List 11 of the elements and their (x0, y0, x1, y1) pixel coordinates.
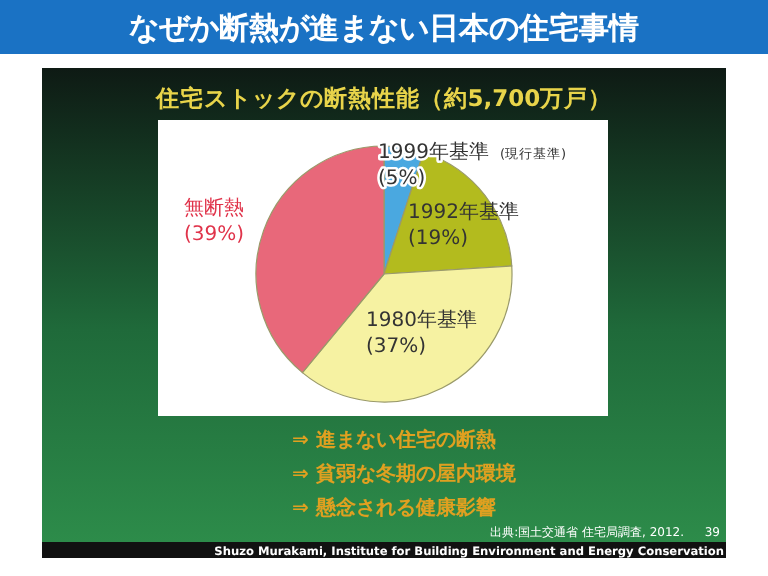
slice-label: 1992年基準 (408, 200, 519, 224)
data-label: (19%) (408, 228, 469, 250)
data-label: (37%) (366, 336, 427, 358)
chart-title: なぜか断熱が進まない日本の住宅事情 (129, 10, 639, 46)
chart-subtitle: 住宅ストックの断熱性能（約5,700万戸） (153, 84, 613, 112)
text: ⇒ 貧弱な冬期の屋内環境 (292, 462, 518, 486)
text: ⇒ 懸念される健康影響 (292, 496, 496, 520)
data-label: (39%) (183, 224, 245, 246)
slice-label: 無断熱 (184, 196, 244, 220)
text: ⇒ 進まない住宅の断熱 (292, 428, 496, 452)
slice-label: 1980年基準 (366, 308, 477, 332)
